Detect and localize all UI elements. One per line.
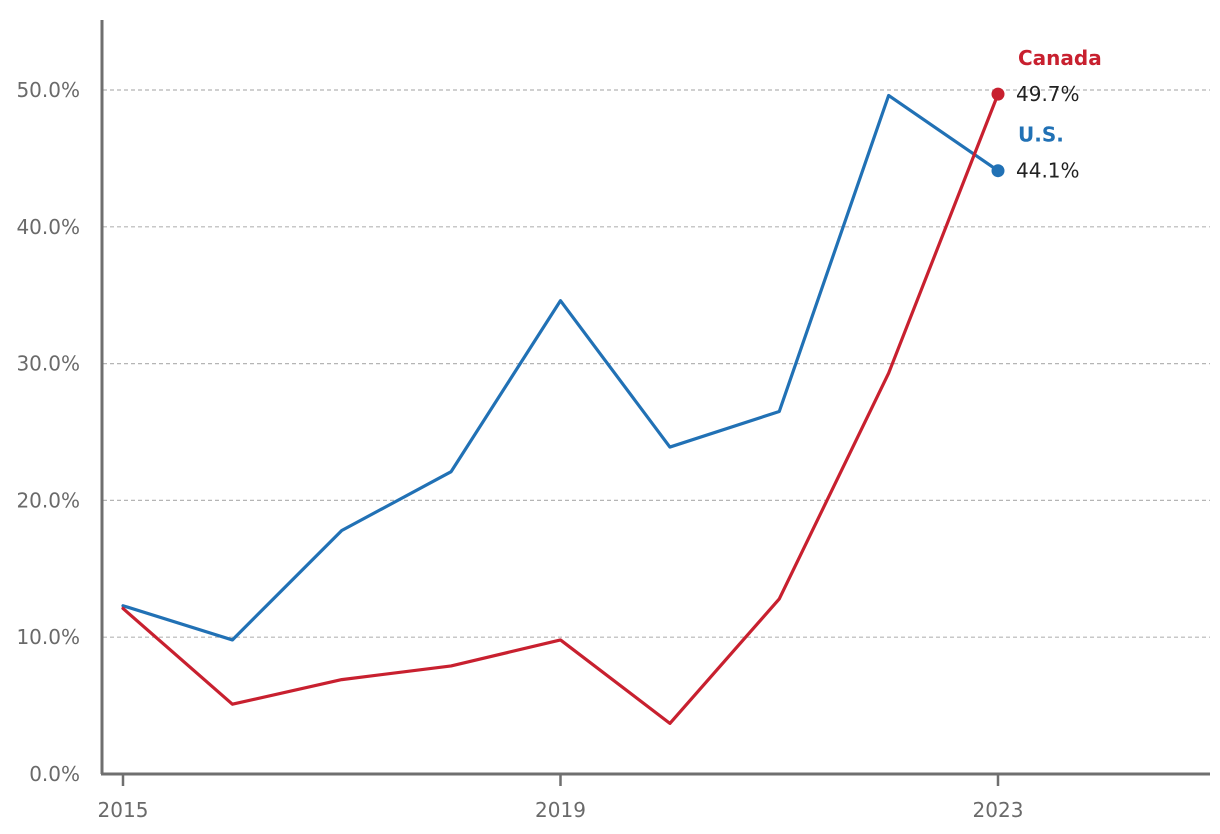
- end-point-us: [991, 164, 1005, 178]
- y-tick-label: 40.0%: [16, 215, 80, 239]
- axes: [100, 20, 1210, 776]
- series-name-us: U.S.: [1018, 123, 1064, 147]
- y-tick-label: 10.0%: [16, 625, 80, 649]
- y-tick-label: 20.0%: [16, 488, 80, 512]
- x-tick-label: 2019: [535, 798, 586, 822]
- y-tick-label: 30.0%: [16, 352, 80, 376]
- y-tick-labels: 0.0% 10.0% 20.0% 30.0% 40.0% 50.0%: [16, 78, 80, 786]
- y-tick-label: 0.0%: [29, 762, 80, 786]
- x-tick-label: 2023: [973, 798, 1024, 822]
- x-tick-label: 2015: [98, 798, 149, 822]
- end-value-canada: 49.7%: [1016, 82, 1080, 106]
- series-line-canada: [121, 92, 1000, 725]
- end-point-canada: [991, 87, 1005, 101]
- series-line-us: [121, 93, 1000, 642]
- gridlines: [103, 89, 1210, 638]
- y-tick-label: 50.0%: [16, 78, 80, 102]
- end-value-us: 44.1%: [1016, 159, 1080, 183]
- series: [121, 92, 1000, 725]
- x-ticks: 2015 2019 2023: [98, 774, 1024, 822]
- series-name-canada: Canada: [1018, 46, 1102, 70]
- end-labels: U.S. 44.1% Canada 49.7%: [991, 46, 1102, 183]
